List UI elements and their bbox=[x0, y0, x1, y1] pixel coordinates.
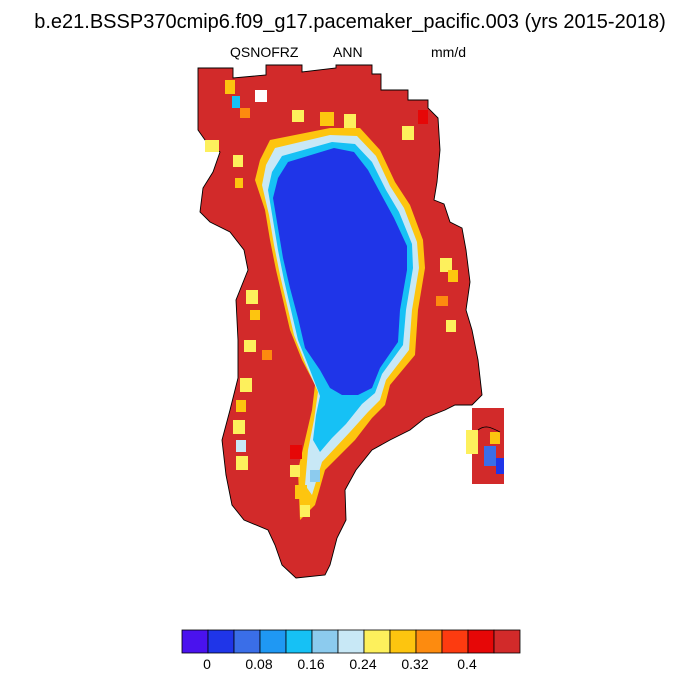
colorbar-tick-1: 0.08 bbox=[245, 656, 272, 672]
colorbar-tick-4: 0.32 bbox=[401, 656, 428, 672]
colorbar-swatch bbox=[364, 630, 390, 653]
colorbar-swatch bbox=[286, 630, 312, 653]
east-island bbox=[466, 408, 504, 484]
colorbar-swatch bbox=[494, 630, 520, 653]
colorbar-swatch bbox=[208, 630, 234, 653]
colorbar-swatch bbox=[442, 630, 468, 653]
colorbar bbox=[181, 629, 521, 654]
colorbar-swatch bbox=[182, 630, 208, 653]
colorbar-tick-5: 0.4 bbox=[457, 656, 476, 672]
colorbar-swatch bbox=[468, 630, 494, 653]
colorbar-tick-0: 0 bbox=[203, 656, 211, 672]
colorbar-tick-3: 0.24 bbox=[349, 656, 376, 672]
colorbar-tick-2: 0.16 bbox=[297, 656, 324, 672]
colorbar-swatch bbox=[338, 630, 364, 653]
colorbar-swatch bbox=[390, 630, 416, 653]
colorbar-swatch bbox=[416, 630, 442, 653]
colorbar-swatch bbox=[234, 630, 260, 653]
colorbar-swatch bbox=[312, 630, 338, 653]
colorbar-swatch bbox=[260, 630, 286, 653]
